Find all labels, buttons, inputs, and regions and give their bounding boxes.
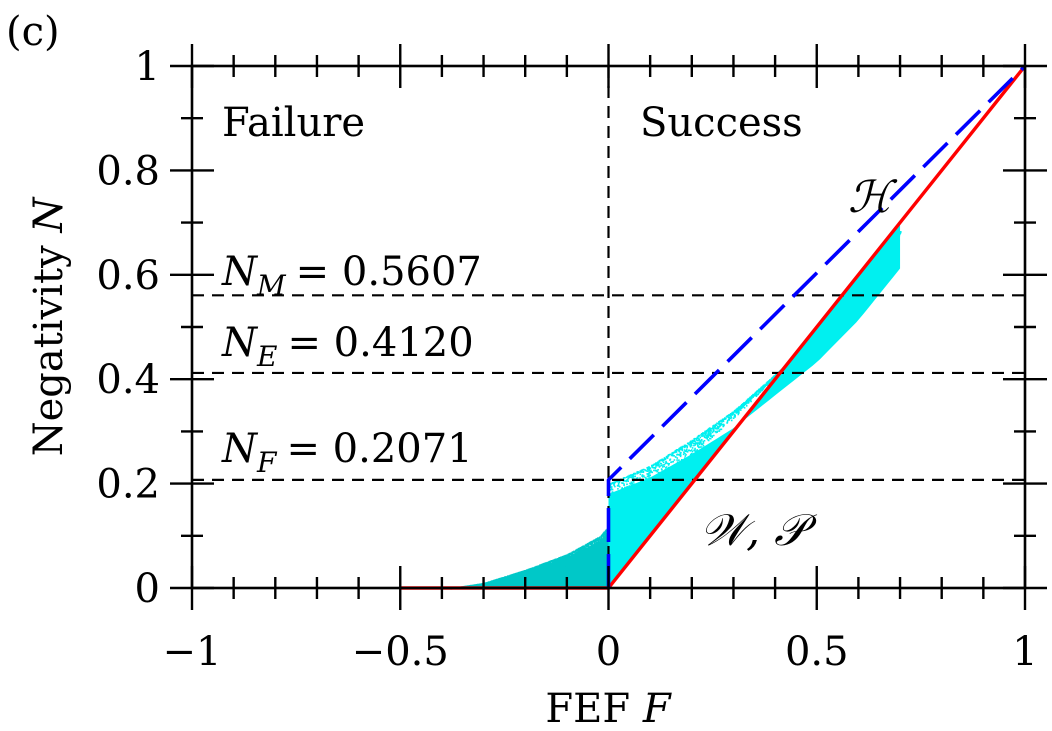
curve-label-horodecki: ℋ xyxy=(848,172,898,223)
ref-label-NM: NM = 0.5607 xyxy=(221,249,482,302)
scatter-core xyxy=(450,531,609,588)
x-tick-label: 0.5 xyxy=(785,629,849,675)
y-tick-label: 0.4 xyxy=(96,357,160,403)
ref-label-NE: NE = 0.4120 xyxy=(221,320,474,373)
x-tick-label: 1 xyxy=(1012,629,1037,675)
x-tick-label: −0.5 xyxy=(352,629,449,675)
scatter-region-failure xyxy=(450,526,611,590)
y-tick-label: 0.2 xyxy=(96,462,160,508)
x-tick-label: −1 xyxy=(163,629,222,675)
y-tick-label: 0.8 xyxy=(96,148,160,194)
scatter-speckle xyxy=(450,526,611,590)
y-tick-label: 0.6 xyxy=(96,253,160,299)
ref-label-NF: NF = 0.2071 xyxy=(221,426,473,479)
region-label-success: Success xyxy=(640,100,803,146)
reference-lines xyxy=(192,66,1025,588)
y-tick-label: 1 xyxy=(135,44,160,90)
horodecki-line xyxy=(606,64,1027,588)
panel-label: (c) xyxy=(6,9,60,55)
y-axis-title: Negativity N xyxy=(26,196,72,457)
x-axis-title: FEF F xyxy=(545,686,671,731)
axis-ticks xyxy=(170,44,1047,610)
scatter-speckle xyxy=(608,231,902,518)
chart-labels: −1 −0.5 0 0.5 1 0 0.2 0.4 0.6 0.8 1 FEF F Negativity… xyxy=(26,44,1038,731)
x-tick-label: 0 xyxy=(596,629,621,675)
curve-label-werner: 𝒲, 𝒫 xyxy=(700,505,817,556)
region-label-failure: Failure xyxy=(222,100,365,146)
y-tick-label: 0 xyxy=(135,566,160,612)
scatter-cloud xyxy=(450,222,902,590)
